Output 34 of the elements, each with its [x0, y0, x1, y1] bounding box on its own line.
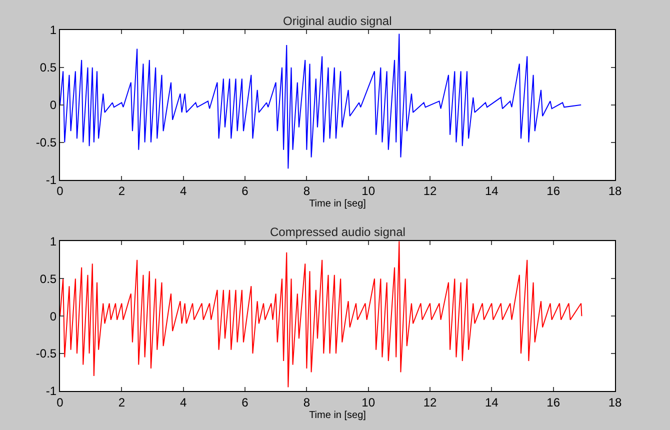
x-tick-label: 18 [608, 184, 622, 198]
x-tick-label: 6 [242, 395, 249, 410]
y-tick-label: 0.5 [40, 60, 57, 75]
x-tick-label: 16 [546, 395, 560, 410]
y-tick-label: 0 [50, 309, 57, 324]
x-tick-label: 8 [303, 184, 310, 198]
x-tick-label: 14 [484, 184, 499, 198]
x-tick-label: 4 [180, 184, 187, 198]
chart-title: Original audio signal [283, 14, 392, 28]
x-tick-label: 2 [118, 395, 126, 410]
line-series [60, 241, 582, 388]
x-tick-label: 10 [362, 184, 376, 198]
x-tick-label: 12 [423, 184, 437, 198]
y-tick-label: 1 [50, 23, 57, 38]
y-tick-label: -0.5 [36, 136, 57, 150]
x-tick-label: 6 [242, 184, 249, 198]
x-tick-label: 12 [423, 395, 437, 410]
x-tick-label: 2 [118, 184, 126, 198]
line-series [60, 33, 582, 170]
x-tick-label: 16 [546, 184, 560, 198]
x-axis-title: Time in [seg] [309, 410, 366, 421]
x-tick-label: 18 [608, 395, 622, 410]
x-tick-label: 8 [303, 395, 310, 410]
y-tick-label: 1 [50, 234, 57, 248]
x-axis-title: Time in [seg] [309, 198, 366, 210]
y-tick-label: -0.5 [36, 346, 57, 361]
chart-title: Compressed audio signal [270, 225, 406, 239]
x-tick-label: 10 [362, 395, 376, 410]
y-tick-label: -1 [46, 173, 57, 188]
y-tick-label: 0.5 [40, 272, 57, 286]
x-tick-label: 14 [484, 395, 499, 410]
y-tick-label: 0 [50, 98, 57, 112]
y-tick-label: -1 [46, 384, 57, 398]
x-tick-label: 4 [180, 395, 187, 410]
